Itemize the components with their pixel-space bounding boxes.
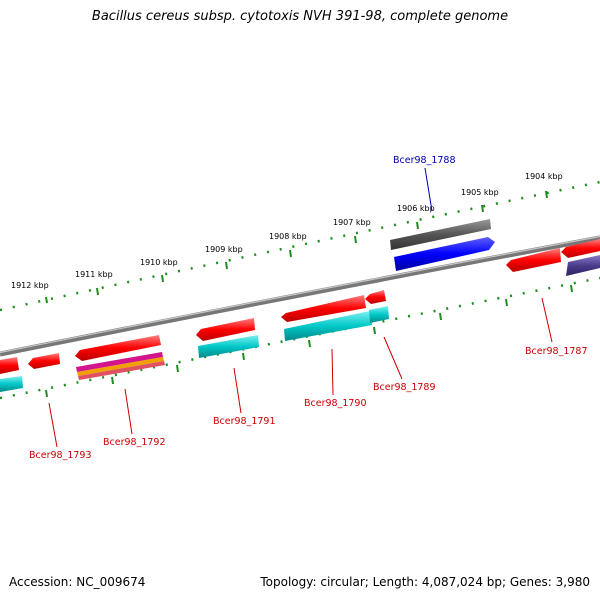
gene-label-bcer98-1792[interactable]: Bcer98_1792: [103, 437, 166, 448]
label-leaders: [48, 167, 553, 448]
gene-label-bcer98-1791[interactable]: Bcer98_1791: [213, 416, 276, 427]
gene-bcer98-1788-feature[interactable]: [390, 219, 495, 271]
cyan-feature-arrow[interactable]: [0, 376, 23, 392]
cyan-feature-arrow[interactable]: [198, 335, 259, 358]
gene-label-bcer98-1787[interactable]: Bcer98_1787: [525, 346, 588, 357]
scale-label: 1909 kbp: [205, 245, 243, 254]
gene-feature-arrow[interactable]: [365, 290, 386, 304]
scale-label: 1905 kbp: [461, 188, 499, 197]
grey-feature-arrow[interactable]: [390, 219, 491, 250]
outer-scale-ruler: [0, 180, 600, 312]
purple-feature-arrow[interactable]: [566, 255, 600, 276]
gene-feature-arrow[interactable]: [28, 353, 60, 369]
cyan-feature-arrow[interactable]: [369, 306, 389, 323]
scale-label: 1911 kbp: [75, 270, 113, 279]
scale-label: 1904 kbp: [525, 172, 563, 181]
scale-label: 1908 kbp: [269, 232, 307, 241]
cyan-feature-arrow[interactable]: [284, 311, 372, 341]
scale-label: 1912 kbp: [11, 281, 49, 290]
accession-label: Accession: NC_009674: [9, 575, 146, 589]
gene-feature-arrow[interactable]: [75, 335, 161, 361]
gene-feature-arrow[interactable]: [506, 248, 561, 272]
gene-label-bcer98-1789[interactable]: Bcer98_1789: [373, 382, 436, 393]
inner-major-ticks: [45, 284, 573, 398]
gene-label-bcer98-1790[interactable]: Bcer98_1790: [304, 398, 367, 409]
scale-labels: 1904 kbp 1905 kbp 1906 kbp 1907 kbp 1908…: [11, 172, 563, 290]
gene-feature-arrow[interactable]: [196, 318, 255, 341]
gene-feature-arrow[interactable]: [561, 239, 600, 258]
multicolor-feature[interactable]: [76, 352, 165, 380]
gene-label-bcer98-1788[interactable]: Bcer98_1788: [393, 155, 456, 166]
genome-backbone: [0, 235, 600, 357]
scale-label: 1910 kbp: [140, 258, 178, 267]
scale-label: 1907 kbp: [333, 218, 371, 227]
outer-major-ticks: [45, 190, 548, 304]
scale-label: 1906 kbp: [397, 204, 435, 213]
blue-feature-arrow[interactable]: [394, 237, 495, 271]
gene-feature-arrow[interactable]: [0, 357, 19, 374]
genome-summary-label: Topology: circular; Length: 4,087,024 bp…: [260, 575, 590, 589]
gene-feature-arrow[interactable]: [281, 295, 366, 322]
gene-label-bcer98-1793[interactable]: Bcer98_1793: [29, 450, 92, 461]
genome-title: Bacillus cereus subsp. cytotoxis NVH 391…: [91, 9, 509, 24]
